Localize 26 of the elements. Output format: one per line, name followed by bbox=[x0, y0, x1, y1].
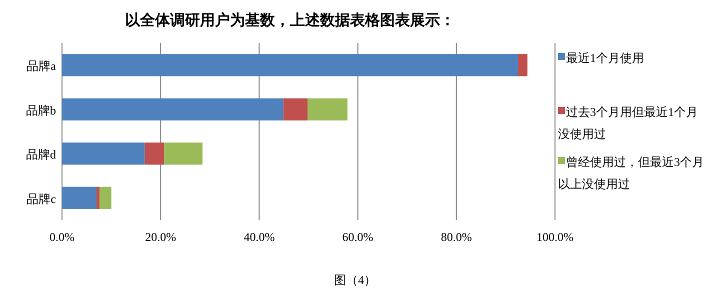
bar bbox=[62, 142, 145, 165]
legend-label: 最近1个月使用 bbox=[566, 51, 644, 65]
bar bbox=[62, 98, 284, 120]
y-tick-label: 品牌a bbox=[26, 59, 57, 74]
x-tick-label: 20.0% bbox=[145, 230, 176, 244]
legend-label: 过去3个月用但最近1个月没使用过 bbox=[558, 105, 698, 141]
bar bbox=[62, 186, 97, 209]
y-tick-label: 品牌b bbox=[26, 103, 56, 118]
bar bbox=[144, 142, 164, 165]
bar bbox=[96, 186, 100, 209]
y-tick-label: 品牌c bbox=[26, 192, 56, 206]
x-tick-label: 0.0% bbox=[50, 230, 74, 244]
bar bbox=[518, 54, 528, 76]
x-tick-label: 100.0% bbox=[536, 230, 574, 244]
bar bbox=[99, 186, 112, 209]
x-tick-label: 40.0% bbox=[244, 230, 275, 244]
chart-title: 以全体调研用户为基数，上述数据表格图表展示： bbox=[125, 11, 455, 29]
bar bbox=[62, 54, 518, 76]
bar bbox=[283, 98, 308, 120]
x-tick-label: 60.0% bbox=[342, 230, 374, 244]
x-tick-label: 80.0% bbox=[440, 230, 472, 244]
y-tick-label: 品牌d bbox=[26, 148, 56, 162]
bar bbox=[164, 142, 203, 165]
bar bbox=[308, 98, 348, 120]
legend-label: 曾经使用过，但最近3个月以上没使用过 bbox=[558, 155, 704, 191]
text: 图（4） bbox=[334, 273, 376, 287]
